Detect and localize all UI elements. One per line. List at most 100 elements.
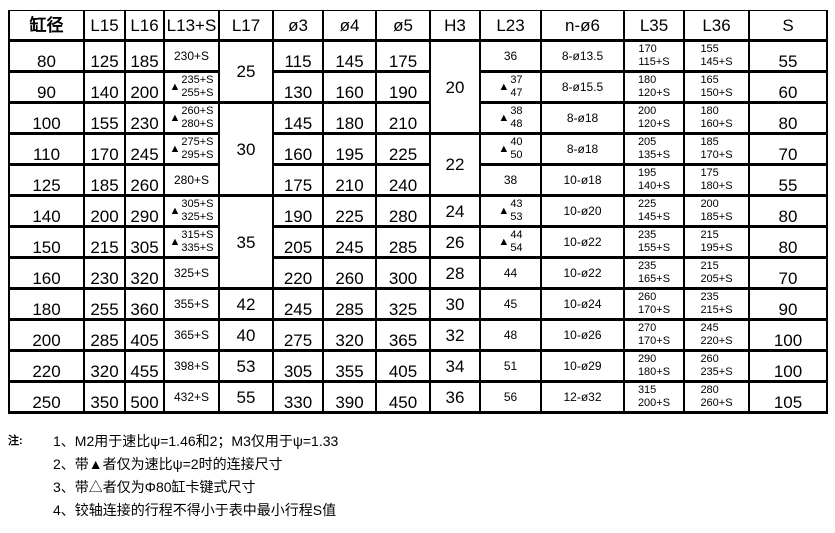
value-pair: 43 53 [510, 198, 522, 224]
cell-bore: 125 [8, 164, 85, 197]
stacked-value: ▲ 260+S 280+S [169, 105, 213, 131]
table-row: 100 155 230 ▲ 260+S 280+S 30 145 180 210 ▲ 38 48 8-ø1… [8, 102, 828, 197]
value-bottom: 54 [510, 242, 523, 254]
stacked-value: 280+S [174, 174, 209, 186]
cell-l15: 255 [83, 288, 126, 321]
stacked-value: 38 [504, 174, 517, 186]
cell-bore: 200 [8, 319, 85, 352]
value-pair: 270 170+S [638, 322, 670, 348]
stacked-value: 36 [504, 50, 517, 62]
value-bottom: 115+S [638, 56, 670, 68]
value-top: 200 [637, 105, 657, 117]
value-top: 225 [637, 198, 657, 210]
cell-l23: ▲ 40 50 [479, 133, 542, 166]
value-pair: 235 155+S [638, 229, 670, 255]
cell-d5: 450 [375, 381, 431, 414]
cell-d4: 195 [322, 133, 377, 166]
value-pair: 155 145+S [700, 43, 732, 69]
cell-s: 90 [748, 288, 828, 321]
cell-d3: 275 [272, 319, 324, 352]
cell-d3: 160 [272, 133, 324, 166]
header-d4: ø4 [322, 10, 377, 42]
cell-l13s: ▲ 305+S 325+S [163, 195, 220, 228]
dimension-table: 缸径 L15 L16 L13+S L17 ø3 ø4 ø5 H3 L23 n-ø… [8, 10, 828, 414]
triangle-icon: ▲ [169, 235, 181, 248]
cell-h3: 32 [429, 319, 481, 352]
cell-l17: 40 [218, 319, 274, 352]
triangle-icon: ▲ [169, 204, 181, 217]
value-pair: 200 120+S [638, 105, 670, 131]
cell-n-d6: 8-ø18 [540, 102, 625, 135]
value-bottom: 185+S [700, 211, 733, 223]
stacked-value: 56 [504, 391, 517, 403]
cell-d5: 240 [375, 164, 431, 197]
value-pair: 260+S 280+S [181, 105, 213, 131]
value-bottom: 170+S [700, 149, 733, 161]
cell-l23: 56 [479, 381, 542, 414]
value-pair: 235+S 255+S [181, 74, 213, 100]
cell-d5: 190 [375, 71, 431, 104]
value-top: 280 [700, 384, 719, 396]
cell-h3: 28 [429, 257, 481, 290]
value: 325+S [173, 266, 210, 280]
cell-n-d6: 10-ø18 [540, 164, 625, 197]
cell-d3: 190 [272, 195, 324, 228]
cell-l35: 205 135+S [623, 133, 685, 166]
cell-d4: 320 [322, 319, 377, 352]
cell-n-d6: 10-ø26 [540, 319, 625, 352]
value-pair: 290 180+S [638, 353, 670, 379]
cell-bore: 250 [8, 381, 85, 414]
cell-bore: 140 [8, 195, 85, 228]
value-pair: 215 195+S [700, 229, 732, 255]
value-pair: 180 160+S [700, 105, 732, 131]
cell-l16: 305 [124, 226, 165, 259]
cell-l36: 215 205+S [683, 257, 750, 290]
value-bottom: 48 [510, 118, 523, 130]
cell-l13s: 230+S [163, 40, 220, 73]
value-bottom: 135+S [637, 149, 671, 161]
value-pair: 260 235+S [700, 353, 732, 379]
cell-l13s: ▲ 235+S 255+S [163, 71, 220, 104]
cell-d3: 205 [272, 226, 324, 259]
value-pair: 205 135+S [638, 136, 670, 162]
cell-l17: 30 [218, 102, 274, 197]
cell-d3: 130 [272, 71, 324, 104]
cell-s: 60 [748, 71, 828, 104]
cell-l35: 200 120+S [623, 102, 685, 135]
cell-n-d6: 10-ø20 [540, 195, 625, 228]
value: 56 [503, 390, 518, 404]
value-pair: 37 47 [510, 74, 522, 100]
cell-l15: 215 [83, 226, 126, 259]
cell-d4: 285 [322, 288, 377, 321]
value-bottom: 145+S [637, 211, 671, 223]
cell-s: 80 [748, 226, 828, 259]
cell-n-d6: 10-ø24 [540, 288, 625, 321]
value-bottom: 165+S [637, 273, 671, 285]
stacked-value: ▲ 38 48 [498, 105, 522, 131]
triangle-icon: ▲ [498, 80, 510, 93]
value: 36 [503, 49, 518, 63]
value-pair: 38 48 [510, 105, 522, 131]
cell-s: 80 [748, 102, 828, 135]
cell-l36: 260 235+S [683, 350, 750, 383]
cell-n-d6: 10-ø22 [540, 257, 625, 290]
value-bottom: 170+S [637, 304, 671, 316]
stacked-value: ▲ 305+S 325+S [169, 198, 213, 224]
stacked-value: ▲ 37 47 [498, 74, 522, 100]
cell-h3: 22 [429, 133, 481, 197]
cell-bore: 90 [8, 71, 85, 104]
header-row: 缸径 L15 L16 L13+S L17 ø3 ø4 ø5 H3 L23 n-ø… [8, 10, 828, 42]
cell-l36: 245 220+S [683, 319, 750, 352]
stacked-value: 325+S [174, 267, 209, 279]
value-bottom: 205+S [700, 273, 733, 285]
value-top: 170 [638, 43, 657, 55]
cell-h3: 30 [429, 288, 481, 321]
cell-l16: 290 [124, 195, 165, 228]
value: 230+S [173, 49, 210, 63]
stacked-value: ▲ 235+S 255+S [169, 74, 213, 100]
value-pair: 275+S 295+S [181, 136, 213, 162]
header-d5: ø5 [375, 10, 431, 42]
table-row: 140 200 290 ▲ 305+S 325+S 35 190 225 280 24 ▲ 43 53 10… [8, 195, 828, 290]
stacked-value: ▲ 275+S 295+S [169, 136, 213, 162]
triangle-icon: ▲ [498, 111, 510, 124]
